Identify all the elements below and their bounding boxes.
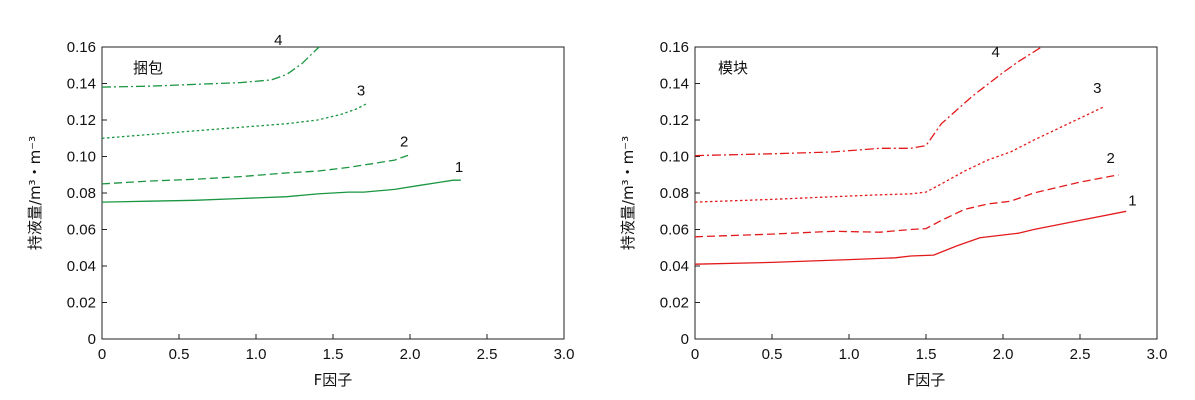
y-tick-label: 0.16: [660, 39, 689, 56]
y-tick-label: 0.04: [67, 258, 96, 275]
series-line-1: [101, 179, 461, 203]
y-tick-label: 0.02: [660, 295, 689, 312]
plot-frame: [694, 46, 1158, 340]
x-tick-label: 3.0: [1147, 346, 1168, 363]
series-line-2: [694, 174, 1119, 238]
series-label-2: 2: [1107, 150, 1115, 167]
y-tick-label: 0: [681, 331, 689, 348]
series-label-1: 1: [1128, 192, 1136, 209]
x-tick-label: 1.5: [916, 346, 937, 363]
x-tick-label: 2.5: [477, 346, 498, 363]
y-tick-label: 0.08: [67, 185, 96, 202]
x-tick-label: 1.0: [246, 346, 267, 363]
x-tick-label: 0: [691, 346, 699, 363]
x-tick-label: 1.0: [839, 346, 860, 363]
panel-title: 模块: [718, 59, 748, 77]
y-tick-label: 0.04: [660, 258, 689, 275]
axis-ticks: 0 0.5 1.0 1.5 2.0 2.5 3.0 0 0.02 0.04 0.06 0.08 0.10…: [67, 39, 575, 363]
y-tick-label: 0.02: [67, 295, 96, 312]
x-tick-label: 2.0: [400, 346, 421, 363]
y-tick-label: 0.08: [660, 185, 689, 202]
y-tick-label: 0.12: [660, 112, 689, 129]
y-tick-label: 0.06: [67, 222, 96, 239]
series-label-1: 1: [455, 159, 463, 176]
panel-title: 捆包: [133, 59, 163, 77]
y-axis-title: 持液量/m³・m⁻³: [619, 136, 637, 250]
y-tick-label: 0.12: [67, 112, 96, 129]
series-line-3: [101, 103, 368, 139]
x-tick-label: 2.0: [993, 346, 1014, 363]
series-label-4: 4: [274, 32, 282, 49]
series-label-3: 3: [1093, 80, 1101, 97]
y-tick-label: 0.10: [67, 149, 96, 166]
series-line-4: [694, 46, 1042, 157]
axis-ticks: 0 0.5 1.0 1.5 2.0 2.5 3.0 0 0.02 0.04 0.06 0.08 0.10…: [660, 39, 1168, 363]
y-axis-title: 持液量/m³・m⁻³: [26, 136, 44, 250]
x-tick-label: 3.0: [554, 346, 575, 363]
x-tick-label: 0.5: [169, 346, 190, 363]
chart-panel-module: 模块 F因子 持液量/m³・m⁻³ 0 0.5 1.0 1.5 2.0 2.5 3.0 0 0.…: [619, 39, 1167, 389]
series-label-3: 3: [357, 83, 365, 100]
y-tick-label: 0.16: [67, 39, 96, 56]
chart-panel-bundle: 捆包 F因子 持液量/m³・m⁻³ 0 0.5 1.0 1.5 2.0 2.5 3.0 0 0.…: [26, 32, 574, 389]
series-label-4: 4: [992, 44, 1000, 61]
y-tick-label: 0.14: [660, 76, 689, 93]
y-tick-label: 0: [88, 331, 96, 348]
series-line-3: [694, 106, 1104, 203]
y-tick-label: 0.10: [660, 149, 689, 166]
series-group: 1 2 3 4: [101, 32, 463, 203]
y-tick-label: 0.06: [660, 222, 689, 239]
x-tick-label: 0: [98, 346, 106, 363]
series-line-1: [694, 210, 1127, 265]
series-line-2: [101, 154, 411, 185]
x-axis-title: F因子: [314, 371, 353, 389]
series-label-2: 2: [400, 134, 408, 151]
series-group: 1 2 3 4: [694, 44, 1137, 265]
x-tick-label: 2.5: [1070, 346, 1091, 363]
x-axis-title: F因子: [907, 371, 946, 389]
x-tick-label: 0.5: [762, 346, 783, 363]
x-tick-label: 1.5: [323, 346, 344, 363]
y-tick-label: 0.14: [67, 76, 96, 93]
